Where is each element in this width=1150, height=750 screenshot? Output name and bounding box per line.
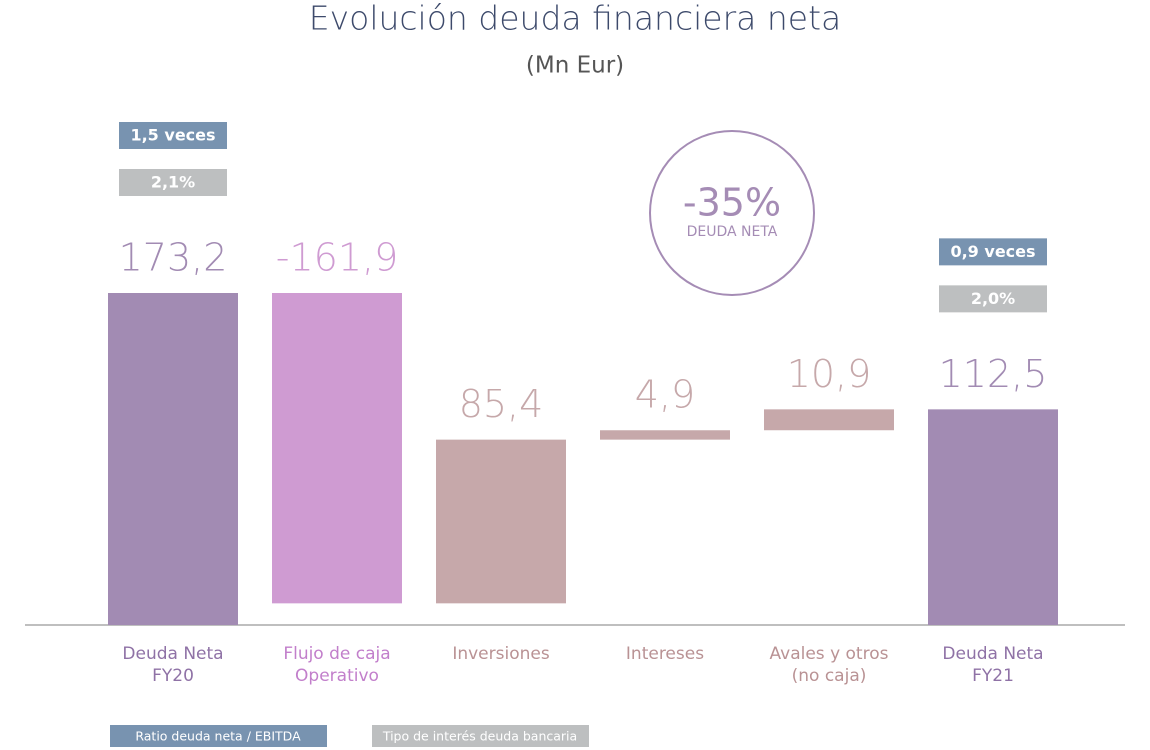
x-tick-label: Inversiones: [452, 644, 550, 664]
x-tick-label: Flujo de caja Operativo: [283, 644, 391, 686]
badge-box: [119, 122, 227, 149]
value-label: 112,5: [939, 352, 1048, 396]
highlight-circle: [649, 130, 815, 296]
badge-ratio: 1,5 veces: [130, 126, 215, 145]
badge-box: [119, 169, 227, 196]
badge-box: [939, 238, 1047, 266]
chart-title: Evolución deuda financiera neta: [309, 0, 842, 38]
value-label: 85,4: [459, 382, 544, 426]
legend-swatch: [110, 725, 327, 747]
x-tick-label: Deuda Neta FY20: [122, 644, 224, 686]
legend-label: Tipo de interés deuda bancaria: [382, 729, 577, 744]
bar: [436, 439, 566, 604]
badge-box: [939, 285, 1047, 313]
badge-interest: 2,1%: [151, 173, 195, 192]
highlight-value: -35%: [683, 181, 781, 225]
highlight-label: DEUDA NETA: [687, 224, 778, 240]
legend-label: Ratio deuda neta / EBITDA: [135, 729, 301, 744]
bar: [764, 409, 894, 431]
value-label: 173,2: [119, 236, 228, 280]
bar: [272, 293, 402, 604]
bar: [108, 293, 238, 625]
chart-subtitle: (Mn Eur): [526, 53, 624, 79]
x-tick-label: Intereses: [625, 644, 705, 664]
legend-swatch: [372, 725, 589, 747]
x-tick-label: Avales y otros (no caja): [769, 644, 889, 686]
bar: [600, 430, 730, 440]
badge-interest: 2,0%: [971, 289, 1015, 308]
value-label: 10,9: [787, 352, 872, 396]
badge-ratio: 0,9 veces: [950, 242, 1035, 261]
bar: [928, 409, 1058, 625]
value-label: 4,9: [635, 373, 695, 417]
value-label: -161,9: [276, 236, 399, 280]
x-tick-label: Deuda Neta FY21: [942, 644, 1044, 686]
